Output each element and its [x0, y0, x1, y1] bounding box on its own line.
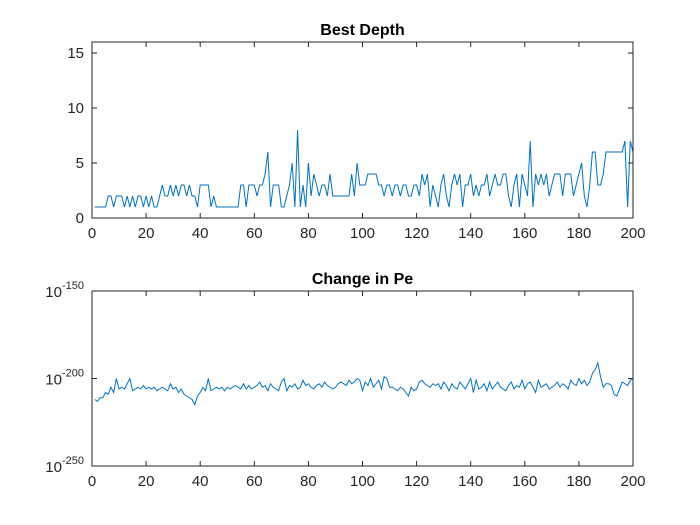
x-tick-label: 200: [620, 473, 645, 490]
y-tick-base: 10: [45, 372, 62, 389]
axes-background: [92, 42, 633, 218]
x-tick-label: 0: [88, 473, 96, 490]
y-tick-base: 10: [45, 459, 62, 476]
y-tick-exponent: -150: [62, 280, 84, 292]
x-tick-label: 160: [512, 473, 537, 490]
x-tick-label: 0: [88, 225, 96, 242]
y-tick-label: 5: [76, 155, 84, 172]
y-tick-label: 10-200: [45, 368, 84, 389]
x-tick-label: 40: [192, 473, 209, 490]
x-tick-label: 100: [350, 225, 375, 242]
y-tick-label: 10-250: [45, 455, 84, 476]
x-tick-label: 160: [512, 225, 537, 242]
x-tick-label: 120: [404, 473, 429, 490]
x-tick-label: 60: [246, 225, 263, 242]
x-tick-label: 80: [300, 473, 317, 490]
x-tick-label: 140: [458, 225, 483, 242]
y-tick-label: 0: [76, 210, 84, 227]
x-tick-label: 200: [620, 225, 645, 242]
x-tick-label: 120: [404, 225, 429, 242]
y-tick-exponent: -200: [62, 368, 84, 380]
y-tick-label: 15: [67, 45, 84, 62]
x-tick-label: 180: [566, 473, 591, 490]
data-line: [94, 360, 634, 407]
y-tick-label: 10-150: [45, 280, 84, 301]
x-tick-label: 140: [458, 473, 483, 490]
chart-title: Best Depth: [320, 22, 404, 39]
chart-title: Change in Pe: [312, 271, 413, 288]
x-tick-label: 180: [566, 225, 591, 242]
axes-box: [91, 41, 634, 219]
axes-background: [92, 291, 633, 466]
axes-box: [91, 290, 634, 467]
x-tick-label: 100: [350, 473, 375, 490]
y-tick-exponent: -250: [62, 455, 84, 467]
x-tick-label: 60: [246, 473, 263, 490]
data-line: [94, 129, 634, 208]
x-tick-label: 20: [138, 225, 155, 242]
x-tick-label: 40: [192, 225, 209, 242]
y-tick-base: 10: [45, 284, 62, 301]
y-tick-label: 10: [67, 100, 84, 117]
x-tick-label: 20: [138, 473, 155, 490]
x-tick-label: 80: [300, 225, 317, 242]
